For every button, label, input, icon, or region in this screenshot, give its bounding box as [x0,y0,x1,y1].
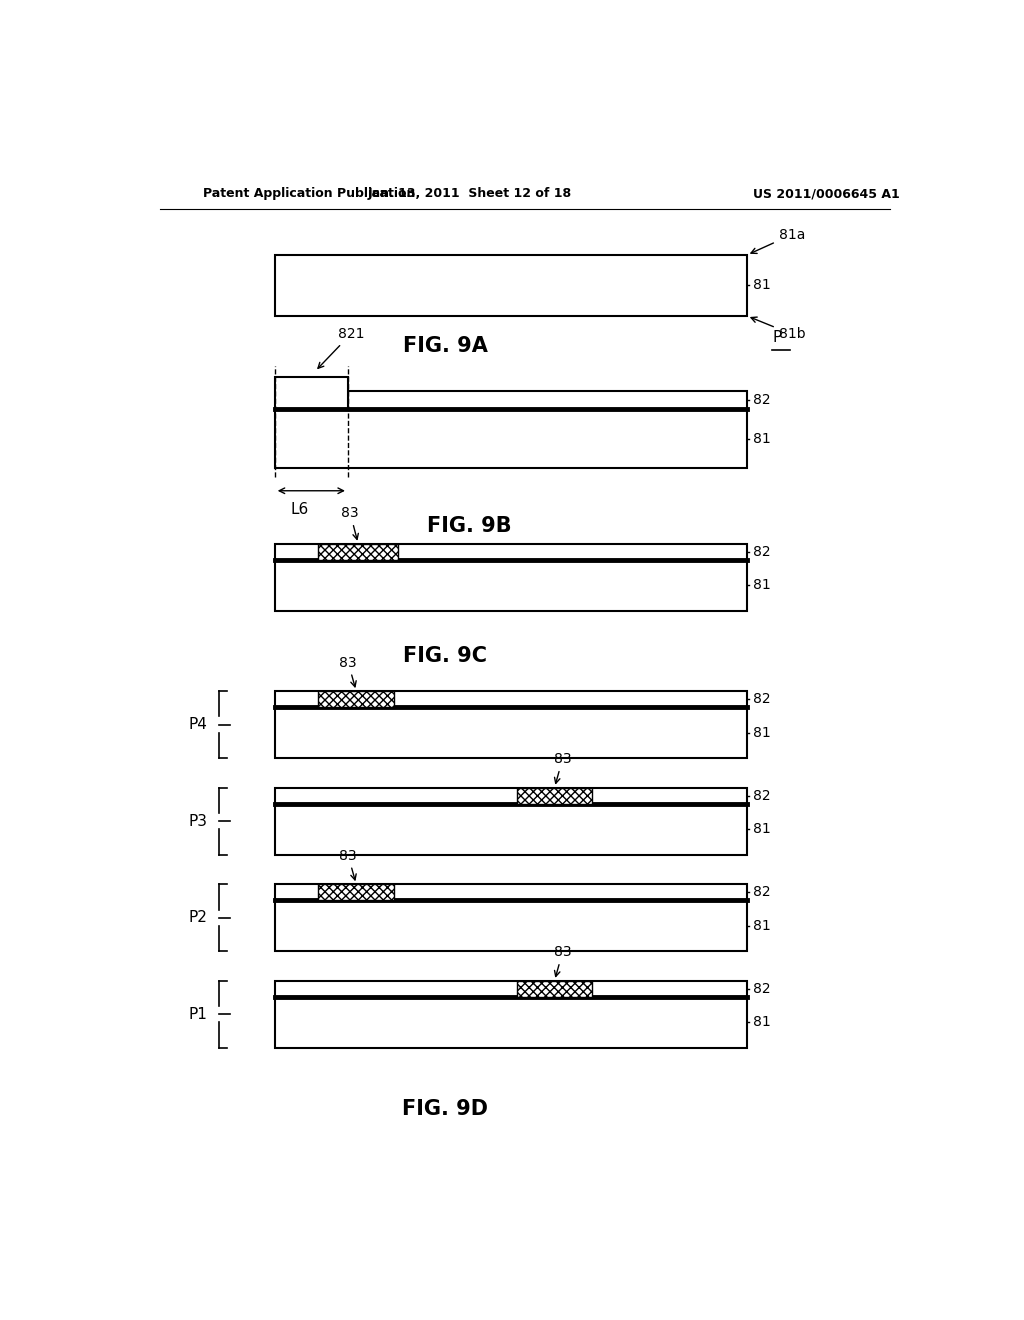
Bar [274,900,748,952]
Text: 81: 81 [753,726,770,739]
Text: 81: 81 [753,822,770,837]
Bar [274,884,748,900]
Text: 82: 82 [753,886,770,899]
Bar [274,804,748,854]
Text: 83: 83 [339,849,357,880]
Text: 82: 82 [753,545,770,558]
Bar [274,788,748,804]
Bar [274,690,748,708]
Text: P4: P4 [188,717,207,733]
Text: 81a: 81a [751,227,805,253]
Bar [274,409,748,469]
Text: P2: P2 [188,911,207,925]
Text: FIG. 9D: FIG. 9D [402,1098,488,1119]
Text: US 2011/0006645 A1: US 2011/0006645 A1 [753,187,900,201]
Text: 82: 82 [753,692,770,706]
Bar [274,544,748,560]
Text: FIG. 9C: FIG. 9C [403,647,487,667]
Bar [274,376,348,409]
Bar [318,690,394,708]
Text: 81: 81 [753,919,770,933]
Text: 83: 83 [554,945,571,977]
Text: 82: 82 [753,393,770,408]
Bar [274,560,748,611]
Bar [274,708,748,758]
Bar [517,788,592,804]
Text: Patent Application Publication: Patent Application Publication [204,187,416,201]
Text: 82: 82 [753,982,770,995]
Text: FIG. 9B: FIG. 9B [427,516,512,536]
Text: P1: P1 [188,1007,207,1022]
Bar [274,255,748,315]
Text: 81: 81 [753,279,770,293]
Bar [274,997,748,1048]
Text: 82: 82 [753,788,770,803]
Bar [517,981,592,997]
Bar [348,391,748,409]
Text: 83: 83 [554,752,571,783]
Text: 83: 83 [341,506,359,540]
Text: 81b: 81b [751,317,806,342]
Text: P: P [772,330,781,346]
Bar [274,981,748,997]
Bar [318,544,397,560]
Text: 83: 83 [339,656,357,686]
Text: 81: 81 [753,1015,770,1030]
Text: L6: L6 [290,502,308,516]
Text: 81: 81 [753,432,770,446]
Text: 81: 81 [753,578,770,593]
Text: 821: 821 [318,327,365,368]
Bar [318,884,394,900]
Text: FIG. 9A: FIG. 9A [403,337,487,356]
Text: Jan. 13, 2011  Sheet 12 of 18: Jan. 13, 2011 Sheet 12 of 18 [368,187,571,201]
Text: P3: P3 [188,813,207,829]
